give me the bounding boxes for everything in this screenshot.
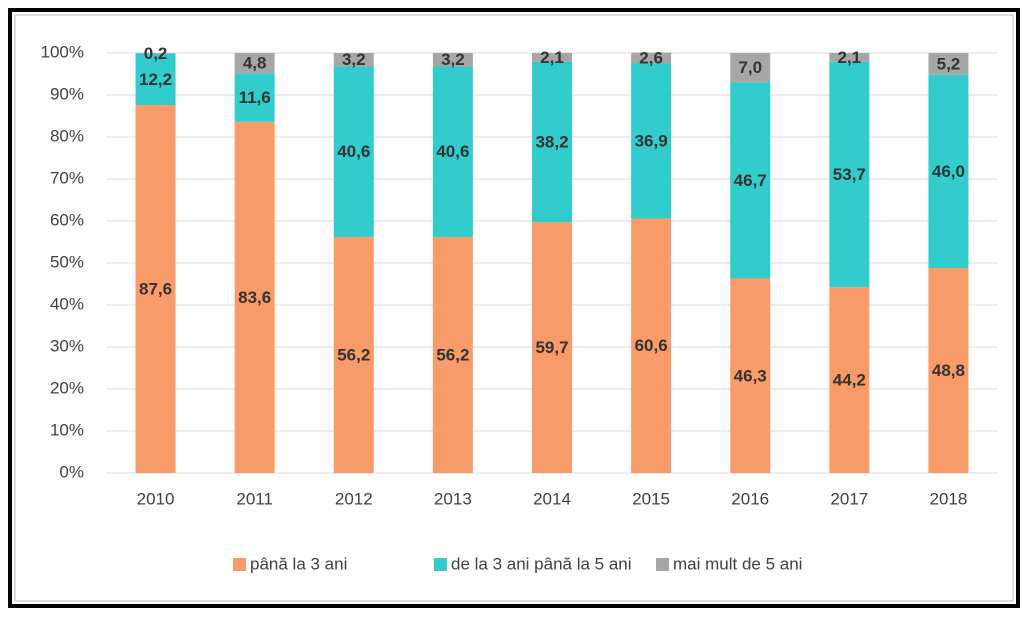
y-tick-label: 20% [50, 378, 84, 397]
data-label: 48,8 [932, 361, 965, 380]
data-label: 11,6 [239, 88, 271, 107]
legend-swatch [656, 558, 669, 571]
data-label: 53,7 [833, 165, 866, 184]
bar-segment [928, 53, 969, 75]
data-label: 44,2 [833, 371, 866, 390]
x-tick-label: 2010 [137, 489, 175, 508]
bar-segment [829, 53, 870, 62]
y-tick-label: 80% [50, 126, 84, 145]
data-label: 46,3 [734, 366, 767, 385]
inner-frame [14, 14, 1014, 602]
x-tick-label: 2013 [434, 489, 472, 508]
y-tick-label: 90% [50, 84, 84, 103]
y-tick-label: 70% [50, 168, 84, 187]
bar-segment [928, 268, 969, 473]
y-tick-label: 30% [50, 336, 84, 355]
legend-swatch [233, 558, 246, 571]
data-label: 40,6 [436, 142, 469, 161]
x-tick-label: 2016 [731, 489, 769, 508]
x-tick-label: 2014 [533, 489, 571, 508]
data-label: 2,6 [639, 49, 663, 68]
data-label: 2,1 [838, 48, 862, 67]
legend-label: până la 3 ani [250, 554, 347, 573]
data-label: 83,6 [238, 288, 271, 307]
bar-segment [234, 53, 275, 74]
data-label: 60,6 [635, 336, 668, 355]
y-tick-label: 0% [59, 462, 84, 481]
data-label: 87,6 [139, 280, 172, 299]
y-tick-label: 60% [50, 210, 84, 229]
data-label: 46,0 [932, 162, 965, 181]
bar-segment [631, 52, 672, 64]
data-label: 46,7 [734, 171, 767, 190]
x-tick-label: 2018 [930, 489, 968, 508]
bar-segment [730, 278, 771, 473]
bar-segment [730, 82, 771, 279]
y-tick-label: 50% [50, 252, 84, 271]
bar-segment [532, 61, 572, 223]
legend-label: de la 3 ani până la 5 ani [451, 554, 632, 573]
y-tick-label: 100% [41, 42, 84, 61]
bar-segment [234, 73, 275, 122]
data-label: 0,2 [144, 44, 168, 63]
bar-segment [333, 66, 374, 237]
data-label: 5,2 [937, 54, 961, 73]
data-label: 36,9 [635, 131, 668, 150]
bar-segment [432, 236, 473, 473]
legend-label: mai mult de 5 ani [673, 554, 802, 573]
bar-segment [730, 53, 771, 83]
bar-segment [432, 66, 473, 237]
data-label: 59,7 [535, 338, 568, 357]
x-tick-label: 2012 [335, 489, 373, 508]
bar-segment [928, 74, 969, 269]
data-label: 3,2 [441, 50, 465, 69]
data-label: 2,1 [540, 48, 564, 67]
bar-segment [135, 105, 176, 473]
data-label: 40,6 [337, 142, 370, 161]
bar-segment [333, 53, 374, 67]
y-tick-label: 40% [50, 294, 84, 313]
bar-segment [333, 236, 374, 473]
data-label: 7,0 [738, 58, 762, 77]
data-label: 56,2 [337, 345, 370, 364]
bar-segment [532, 222, 572, 473]
bar-segment [135, 53, 176, 106]
bar-segment [532, 53, 572, 62]
bar-segment [631, 63, 672, 219]
y-tick-label: 10% [50, 420, 84, 439]
bar-segment [829, 61, 870, 288]
bar-segment [432, 53, 473, 67]
data-label: 56,2 [436, 345, 469, 364]
bar-segment [829, 287, 870, 473]
x-tick-label: 2011 [236, 489, 273, 508]
legend-swatch [434, 558, 447, 571]
x-tick-label: 2017 [830, 489, 868, 508]
bar-segment [135, 53, 176, 54]
data-label: 3,2 [342, 50, 366, 69]
bar-segment [631, 218, 672, 473]
data-label: 12,2 [139, 70, 172, 89]
x-tick-label: 2015 [632, 489, 670, 508]
data-label: 38,2 [535, 133, 568, 152]
data-label: 4,8 [243, 54, 267, 73]
outer-frame [8, 8, 1020, 608]
bar-segment [234, 121, 275, 473]
